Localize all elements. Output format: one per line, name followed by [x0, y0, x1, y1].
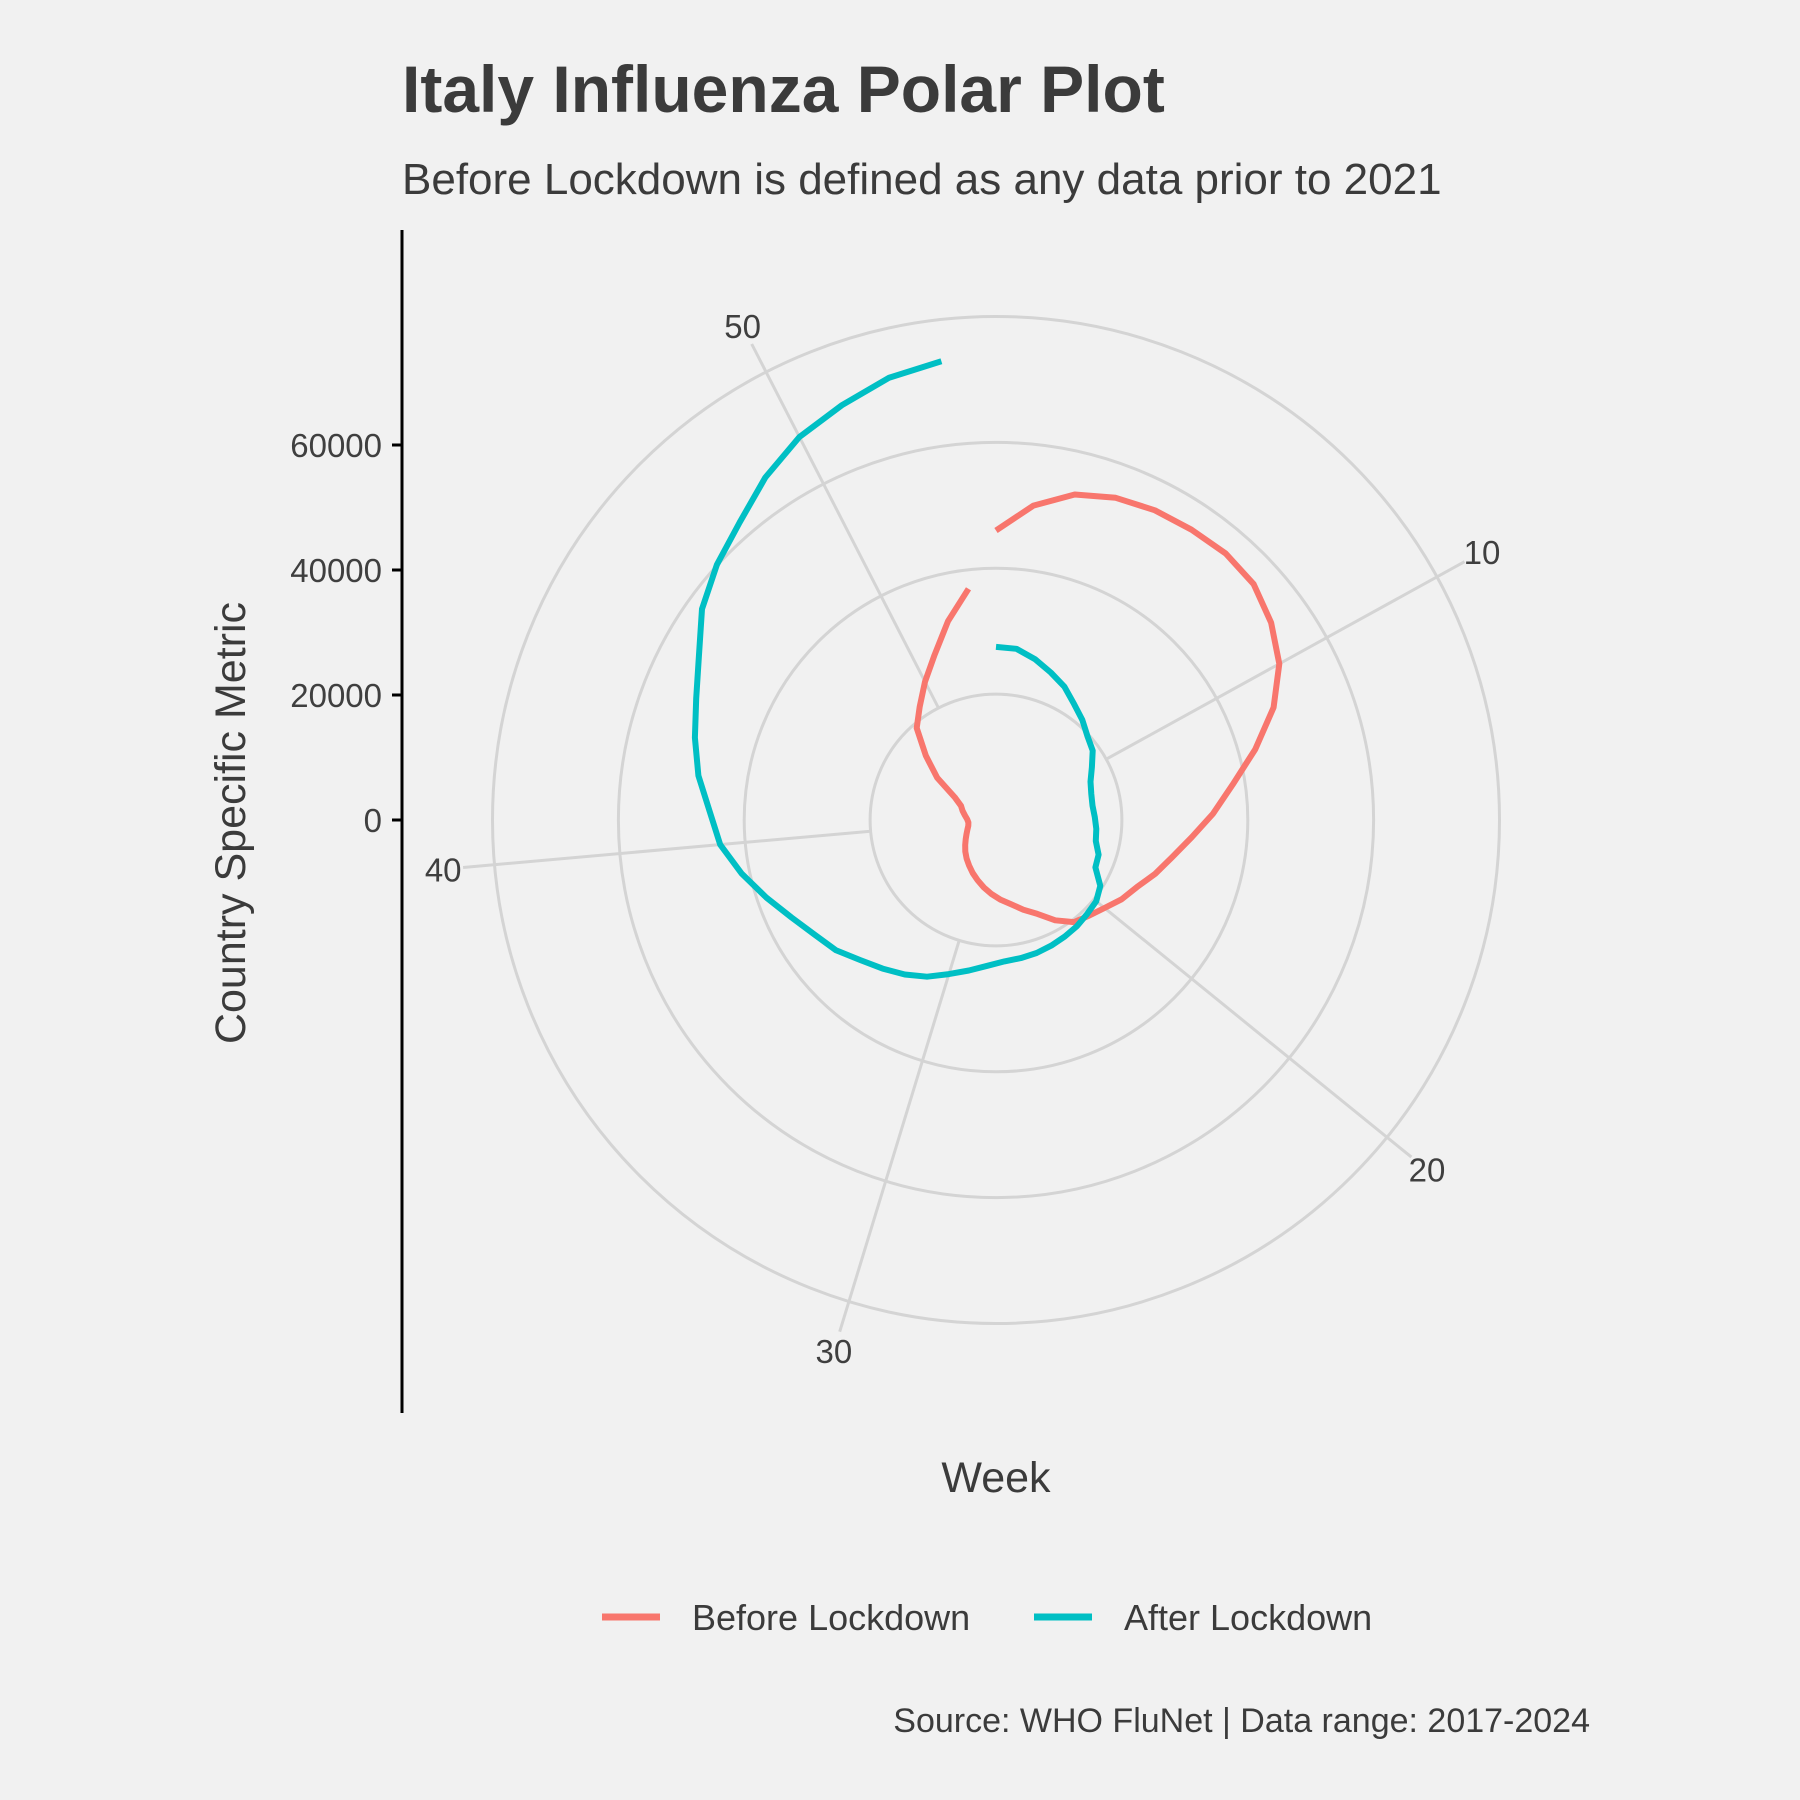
grid-spoke — [462, 829, 871, 869]
y-tick-label: 0 — [364, 802, 382, 839]
y-tick-label: 20000 — [290, 677, 382, 714]
grid-ring — [868, 692, 1124, 948]
grid-spoke — [838, 939, 961, 1333]
x-tick-label: 20 — [1409, 1152, 1446, 1189]
x-tick-label: 50 — [724, 308, 761, 345]
grid-spoke — [1105, 560, 1466, 761]
y-tick-label: 60000 — [290, 427, 382, 464]
grid-spoke — [1092, 898, 1413, 1159]
plot-series — [691, 358, 1283, 980]
chart-caption: Source: WHO FluNet | Data range: 2017-20… — [893, 1702, 1590, 1740]
series-line-before-lockdown — [913, 491, 1283, 926]
legend-label: Before Lockdown — [692, 1597, 970, 1638]
y-axis-title: Country Specific Metric — [207, 602, 255, 1044]
x-axis-ticks: 10 20 30 40 50 — [425, 308, 1501, 1370]
polar-grid — [462, 315, 1501, 1333]
legend-label: After Lockdown — [1124, 1597, 1372, 1638]
grid-spoke — [750, 343, 940, 709]
chart-subtitle: Before Lockdown is defined as any data p… — [402, 155, 1442, 204]
y-tick-label: 40000 — [290, 552, 382, 589]
x-tick-label: 40 — [425, 851, 462, 888]
grid-ring — [742, 566, 1250, 1074]
x-axis-title: Week — [941, 1454, 1051, 1502]
legend: Before Lockdown After Lockdown — [602, 1597, 1372, 1638]
x-tick-label: 30 — [816, 1333, 853, 1370]
series-line-after-lockdown — [691, 358, 1104, 980]
grid-ring — [491, 315, 1501, 1325]
grid-ring — [616, 440, 1376, 1200]
y-axis: 0 20000 40000 60000 — [290, 230, 404, 1413]
x-tick-label: 10 — [1464, 534, 1501, 571]
chart-title: Italy Influenza Polar Plot — [402, 52, 1165, 126]
